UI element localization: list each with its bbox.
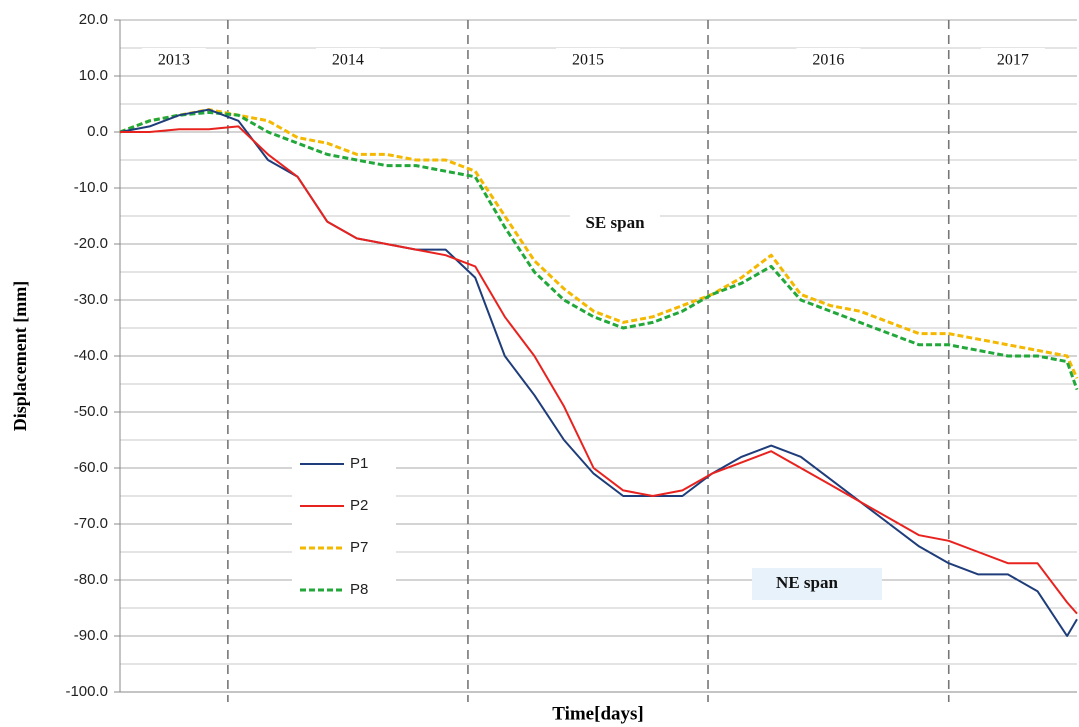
year-label: 2017	[997, 52, 1029, 69]
y-tick-label: -20.0	[74, 235, 108, 252]
legend-label: P1	[350, 455, 368, 472]
annotation-bg	[570, 210, 660, 238]
year-label: 2013	[158, 52, 190, 69]
legend-bg	[292, 448, 396, 606]
year-label: 2016	[812, 52, 844, 69]
series-line	[119, 110, 1079, 391]
annotation-bg	[752, 568, 882, 600]
year-label-bg	[980, 48, 1045, 72]
y-tick-label: 20.0	[79, 11, 108, 28]
y-tick-label: -40.0	[74, 347, 108, 364]
x-axis-label: Time[days]	[552, 703, 643, 724]
y-axis-label: Displacement [mm]	[10, 281, 30, 431]
legend-label: P8	[350, 581, 368, 598]
annotation: NE span	[776, 573, 838, 592]
y-tick-label: -50.0	[74, 403, 108, 420]
y-tick-label: -10.0	[74, 179, 108, 196]
y-tick-label: 10.0	[79, 67, 108, 84]
y-tick-label: -30.0	[74, 291, 108, 308]
legend-label: P7	[350, 539, 368, 556]
year-label-bg	[796, 48, 861, 72]
y-tick-label: -100.0	[65, 683, 108, 700]
legend-label: P2	[350, 497, 368, 514]
year-label-bg	[555, 48, 620, 72]
year-label: 2014	[332, 52, 364, 69]
series-line	[120, 125, 1078, 615]
year-label: 2015	[572, 52, 604, 69]
y-tick-label: -80.0	[74, 571, 108, 588]
series-line	[119, 108, 1078, 637]
y-tick-label: -70.0	[74, 515, 108, 532]
series-line	[119, 108, 1079, 380]
y-tick-label: 0.0	[87, 123, 108, 140]
annotation: SE span	[585, 213, 645, 232]
y-tick-label: -90.0	[74, 627, 108, 644]
year-label-bg	[315, 48, 380, 72]
y-tick-label: -60.0	[74, 459, 108, 476]
year-label-bg	[141, 48, 206, 72]
